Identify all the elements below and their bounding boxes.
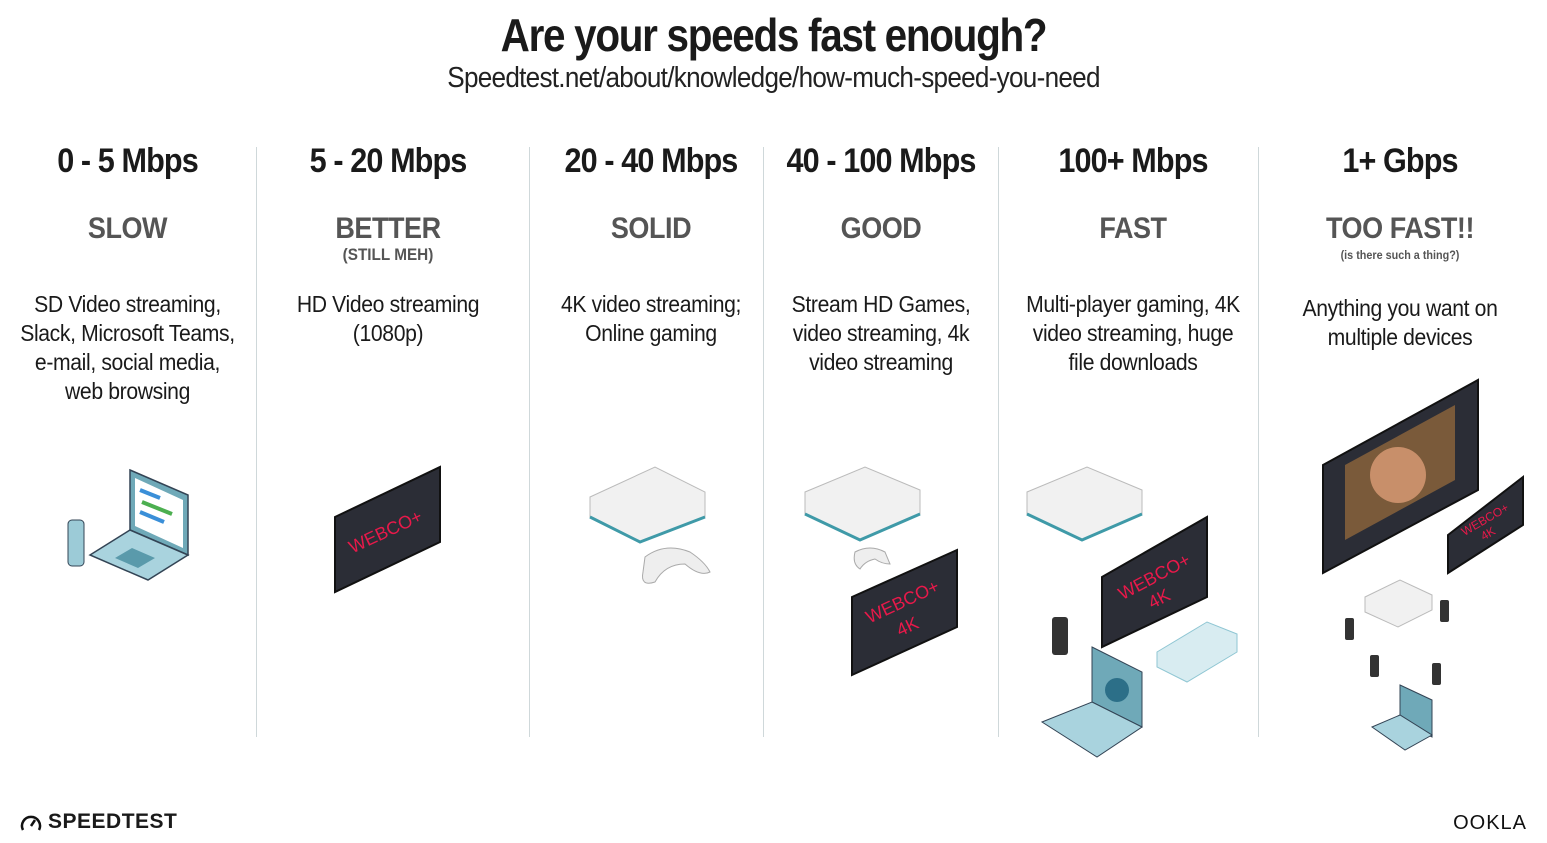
tier-good: 40 - 100 Mbps GOOD Stream HD Games, vide… xyxy=(770,140,992,377)
tier-note: (is there such a thing?) xyxy=(1340,248,1460,262)
page-title: Are your speeds fast enough? xyxy=(500,9,1048,61)
divider xyxy=(256,147,257,737)
divider xyxy=(1258,147,1259,737)
tier-description: Stream HD Games, video streaming, 4k vid… xyxy=(791,291,971,375)
game-console-illustration xyxy=(589,466,711,584)
tier-note: (STILL MEH) xyxy=(342,245,434,264)
tier-rating: TOO FAST!! xyxy=(1325,212,1474,245)
tier-rating: SOLID xyxy=(610,212,692,245)
tv-4k-label: 4K xyxy=(1478,524,1498,543)
console-4k-tv-illustration: WEBCO+ 4K xyxy=(804,466,958,677)
tier-speed: 0 - 5 Mbps xyxy=(57,142,199,180)
ookla-logo: OOKLA xyxy=(1453,812,1527,834)
laptop-phone-illustration xyxy=(67,468,190,581)
divider xyxy=(529,147,530,737)
tv-illustration: WEBCO+ xyxy=(334,465,441,594)
tier-description: 4K video streaming; Online gaming xyxy=(560,291,742,346)
tier-description: HD Video streaming (1080p) xyxy=(296,291,480,346)
tier-description: Multi-player gaming, 4K video streaming,… xyxy=(1026,291,1240,375)
page-subtitle: Speedtest.net/about/knowledge/how-much-s… xyxy=(447,62,1100,94)
speedtest-logo: SPEEDTEST xyxy=(20,810,177,834)
tier-slow: 0 - 5 Mbps SLOW SD Video streaming, Slac… xyxy=(10,140,245,406)
divider xyxy=(763,147,764,737)
tier-speed: 40 - 100 Mbps xyxy=(786,142,977,180)
console-tv-phone-laptop-illustration: WEBCO+ 4K xyxy=(1026,466,1238,758)
tier-speed: 1+ Gbps xyxy=(1342,142,1458,180)
tier-solid: 20 - 40 Mbps SOLID 4K video streaming; O… xyxy=(540,140,762,348)
divider xyxy=(998,147,999,737)
tier-better: 5 - 20 Mbps BETTER (STILL MEH) HD Video … xyxy=(270,140,506,348)
tier-rating: GOOD xyxy=(840,212,922,245)
tier-too-fast: 1+ Gbps TOO FAST!! (is there such a thin… xyxy=(1270,140,1530,352)
tier-fast: 100+ Mbps FAST Multi-player gaming, 4K v… xyxy=(1010,140,1256,377)
speedtest-logo-text: SPEEDTEST xyxy=(48,810,178,833)
tier-rating: FAST xyxy=(1099,212,1167,245)
tier-speed: 20 - 40 Mbps xyxy=(564,142,739,180)
tier-description: SD Video streaming, Slack, Microsoft Tea… xyxy=(20,291,235,404)
tier-rating: BETTER xyxy=(335,212,441,245)
tier-speed: 100+ Mbps xyxy=(1058,142,1208,180)
speedometer-icon xyxy=(20,815,42,831)
tier-speed: 5 - 20 Mbps xyxy=(309,142,468,180)
tier-rating: SLOW xyxy=(87,212,168,245)
multiple-devices-illustration: WEBCO+ 4K xyxy=(1322,378,1524,751)
tier-description: Anything you want on multiple devices xyxy=(1302,295,1498,350)
